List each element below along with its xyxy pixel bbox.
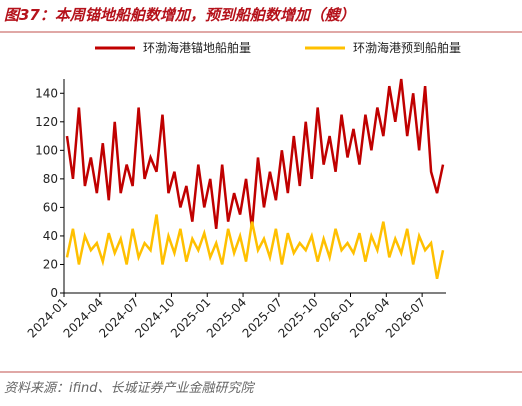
x-tick-label: 2026-07 (383, 295, 428, 340)
y-tick-label: 100 (35, 143, 58, 157)
y-tick-label: 40 (43, 229, 58, 243)
y-tick-label: 120 (35, 115, 58, 129)
y-tick-label: 20 (43, 257, 58, 271)
y-tick-label: 140 (35, 86, 58, 100)
legend-label: 环渤海港预到船舶量 (353, 40, 461, 55)
chart-title: 图37：本周锚地船舶数增加，预到船舶数增加（艘） (4, 6, 355, 24)
series-line (65, 214, 445, 279)
series-line (65, 78, 445, 229)
y-tick-label: 0 (50, 286, 58, 300)
source: 资料来源：ifind、长城证券产业金融研究院 (4, 380, 256, 396)
y-tick-label: 60 (43, 200, 58, 214)
y-tick-label: 80 (43, 172, 58, 186)
legend-label: 环渤海港锚地船舶量 (143, 40, 251, 55)
